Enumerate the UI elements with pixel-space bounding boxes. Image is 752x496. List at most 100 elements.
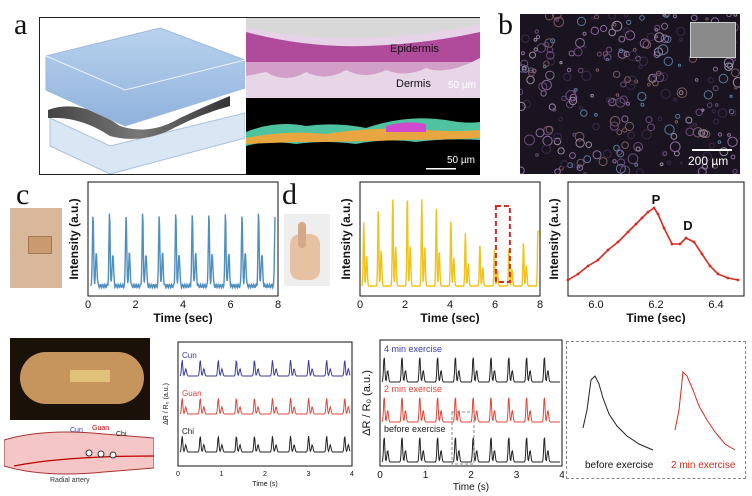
texture-blob [654, 28, 659, 32]
texture-blob [661, 22, 669, 30]
texture-blob [581, 70, 592, 81]
texture-blob [623, 27, 630, 35]
x-axis-label: Time (sec) [626, 311, 685, 324]
texture-blob [654, 32, 665, 43]
fiber-texture [516, 9, 744, 177]
texture-blob [685, 116, 693, 124]
tick-label: 4 [447, 299, 453, 311]
skin-3d-illustration [45, 27, 245, 174]
data-point [662, 226, 666, 230]
texture-blob [622, 127, 628, 133]
texture-blob [693, 122, 698, 127]
texture-blob [731, 68, 740, 78]
tick-label: 2 [263, 471, 267, 478]
tick-label: 8 [275, 299, 281, 311]
texture-blob [554, 168, 561, 175]
texture-blob [717, 140, 722, 144]
data-point [736, 278, 740, 282]
texture-blob [526, 75, 535, 85]
texture-blob [612, 22, 617, 27]
texture-blob [639, 15, 645, 21]
scale-label-bottom: 50 µm [447, 155, 475, 166]
data-point [716, 272, 720, 276]
texture-blob [609, 121, 619, 131]
texture-blob [598, 157, 608, 167]
chart-c: 0 2 4 6 8 Time (sec) Intensity (a.u.) [67, 181, 281, 324]
texture-blob [646, 82, 651, 87]
texture-blob [697, 167, 707, 176]
texture-blob [733, 12, 738, 17]
texture-blob [732, 77, 744, 88]
series-line [179, 359, 351, 377]
arm-photo [10, 338, 150, 420]
texture-blob [732, 57, 736, 62]
texture-blob [659, 162, 664, 167]
texture-blob [535, 34, 541, 40]
panel-c-letter: c [16, 178, 30, 211]
texture-blob [627, 131, 635, 140]
texture-blob [679, 161, 683, 165]
panel-b-micrograph: 200 µm [516, 9, 744, 177]
texture-blob [708, 142, 715, 149]
texture-blob [707, 102, 713, 108]
texture-blob [544, 38, 554, 48]
radial-artery-label: Radial artery [50, 477, 90, 484]
texture-blob [576, 158, 585, 167]
panel-f-zoom: before exercise 2 min exercise [566, 341, 746, 479]
texture-blob [703, 90, 714, 100]
finger-photo [284, 214, 330, 286]
scale-bar [692, 149, 732, 151]
texture-blob [729, 94, 733, 98]
data-point [626, 230, 630, 234]
texture-blob [574, 131, 585, 142]
texture-blob [694, 78, 699, 82]
wrist-photo [10, 208, 62, 288]
texture-blob [676, 87, 688, 98]
texture-blob [726, 11, 732, 18]
texture-blob [624, 76, 631, 83]
y-axis-label: Intensity (a.u.) [548, 198, 561, 279]
data-point [708, 264, 712, 268]
texture-blob [647, 123, 655, 132]
texture-blob [718, 73, 729, 84]
texture-blob [573, 47, 583, 57]
data-point [606, 248, 610, 252]
texture-blob [625, 101, 630, 106]
texture-blob [617, 158, 626, 167]
texture-blob [635, 168, 644, 177]
texture-blob [546, 57, 555, 66]
texture-blob [635, 146, 641, 152]
texture-blob [619, 95, 628, 104]
panel-b-scale: 200 µm [688, 154, 729, 168]
texture-blob [679, 37, 684, 42]
hand-label-guan: Guan [92, 425, 109, 432]
texture-blob [717, 108, 728, 118]
texture-blob [594, 113, 598, 117]
texture-blob [712, 66, 718, 72]
epidermis-label: Epidermis [390, 43, 439, 55]
texture-blob [590, 26, 600, 35]
texture-blob [625, 30, 636, 41]
tick-label: 0 [176, 471, 180, 478]
hand-diagram: Cun Guan Chi Radial artery [4, 425, 154, 484]
texture-blob [583, 45, 587, 49]
tick-label: 4 [559, 470, 564, 481]
tick-label: 0 [377, 470, 383, 481]
x-axis-label: Time (sec) [153, 311, 212, 324]
texture-blob [702, 151, 712, 161]
texture-blob [634, 163, 639, 167]
texture-blob [542, 135, 553, 147]
texture-blob [654, 72, 665, 83]
texture-blob [717, 132, 723, 137]
texture-blob [727, 133, 731, 137]
texture-blob [563, 72, 572, 82]
tick-label: 6.0 [588, 299, 603, 311]
texture-blob [712, 162, 719, 169]
texture-blob [616, 129, 623, 136]
texture-blob [578, 105, 583, 110]
texture-blob [552, 107, 557, 112]
texture-blob [609, 116, 621, 127]
texture-blob [689, 122, 694, 128]
texture-blob [652, 79, 659, 87]
texture-blob [627, 75, 637, 85]
